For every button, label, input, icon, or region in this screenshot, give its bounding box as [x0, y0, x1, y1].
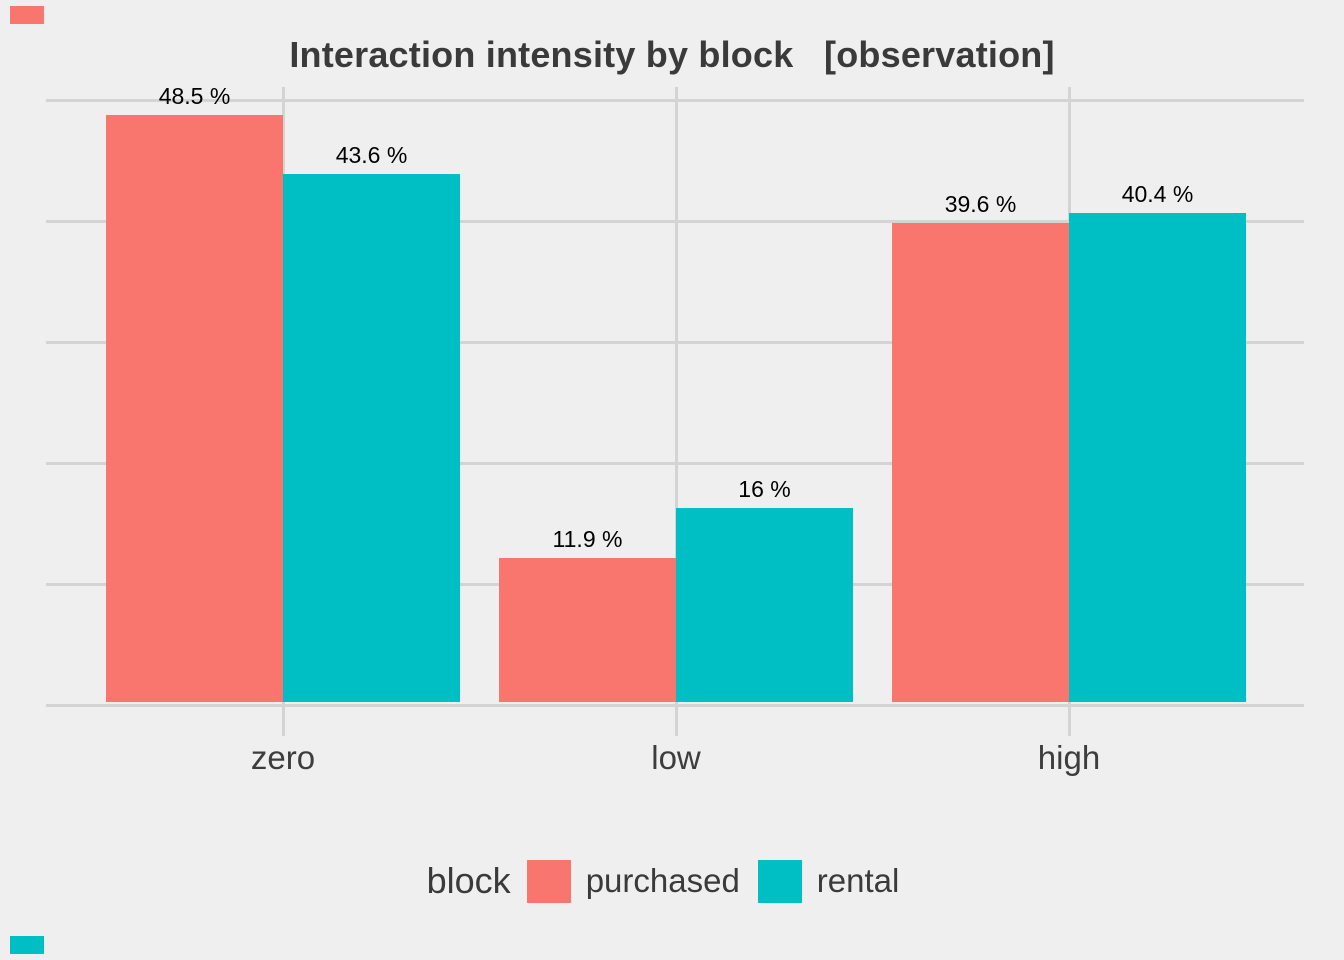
legend-title: block: [426, 860, 511, 901]
v-gridline-low: [674, 87, 678, 736]
bar-value-label-rental-high: 40.4 %: [1121, 181, 1194, 207]
legend-swatch-rental: [757, 859, 802, 903]
bar-purchased-low: [499, 558, 676, 702]
bar-value-label-purchased-zero: 48.5 %: [158, 83, 231, 109]
bar-rental-zero: [283, 174, 460, 702]
bar-value-label-purchased-low: 11.9 %: [552, 526, 623, 552]
legend-label-rental: rental: [816, 862, 900, 899]
bar-value-label-rental-low: 16 %: [738, 476, 791, 502]
legend-swatch-purchased: [526, 859, 571, 903]
x-tick-label-zero: zero: [250, 739, 316, 776]
bar-value-label-purchased-high: 39.6 %: [944, 191, 1017, 217]
legend-item-rental: rental: [757, 859, 918, 903]
legend: block purchased rental: [0, 858, 1344, 904]
legend-label-purchased: purchased: [585, 862, 740, 899]
bar-rental-low: [676, 508, 853, 702]
bar-purchased-high: [892, 223, 1069, 702]
legend-items: purchased rental: [526, 859, 918, 903]
chart-title: Interaction intensity by block [observat…: [289, 34, 1055, 75]
corner-marker-bottom-left: [10, 936, 44, 954]
x-tick-label-high: high: [1037, 739, 1101, 776]
bar-rental-high: [1069, 213, 1246, 702]
corner-marker-top-left: [10, 6, 44, 24]
x-tick-label-low: low: [651, 739, 701, 776]
bar-value-label-rental-zero: 43.6 %: [335, 142, 408, 168]
bar-purchased-zero: [106, 115, 283, 702]
legend-item-purchased: purchased: [526, 859, 758, 903]
